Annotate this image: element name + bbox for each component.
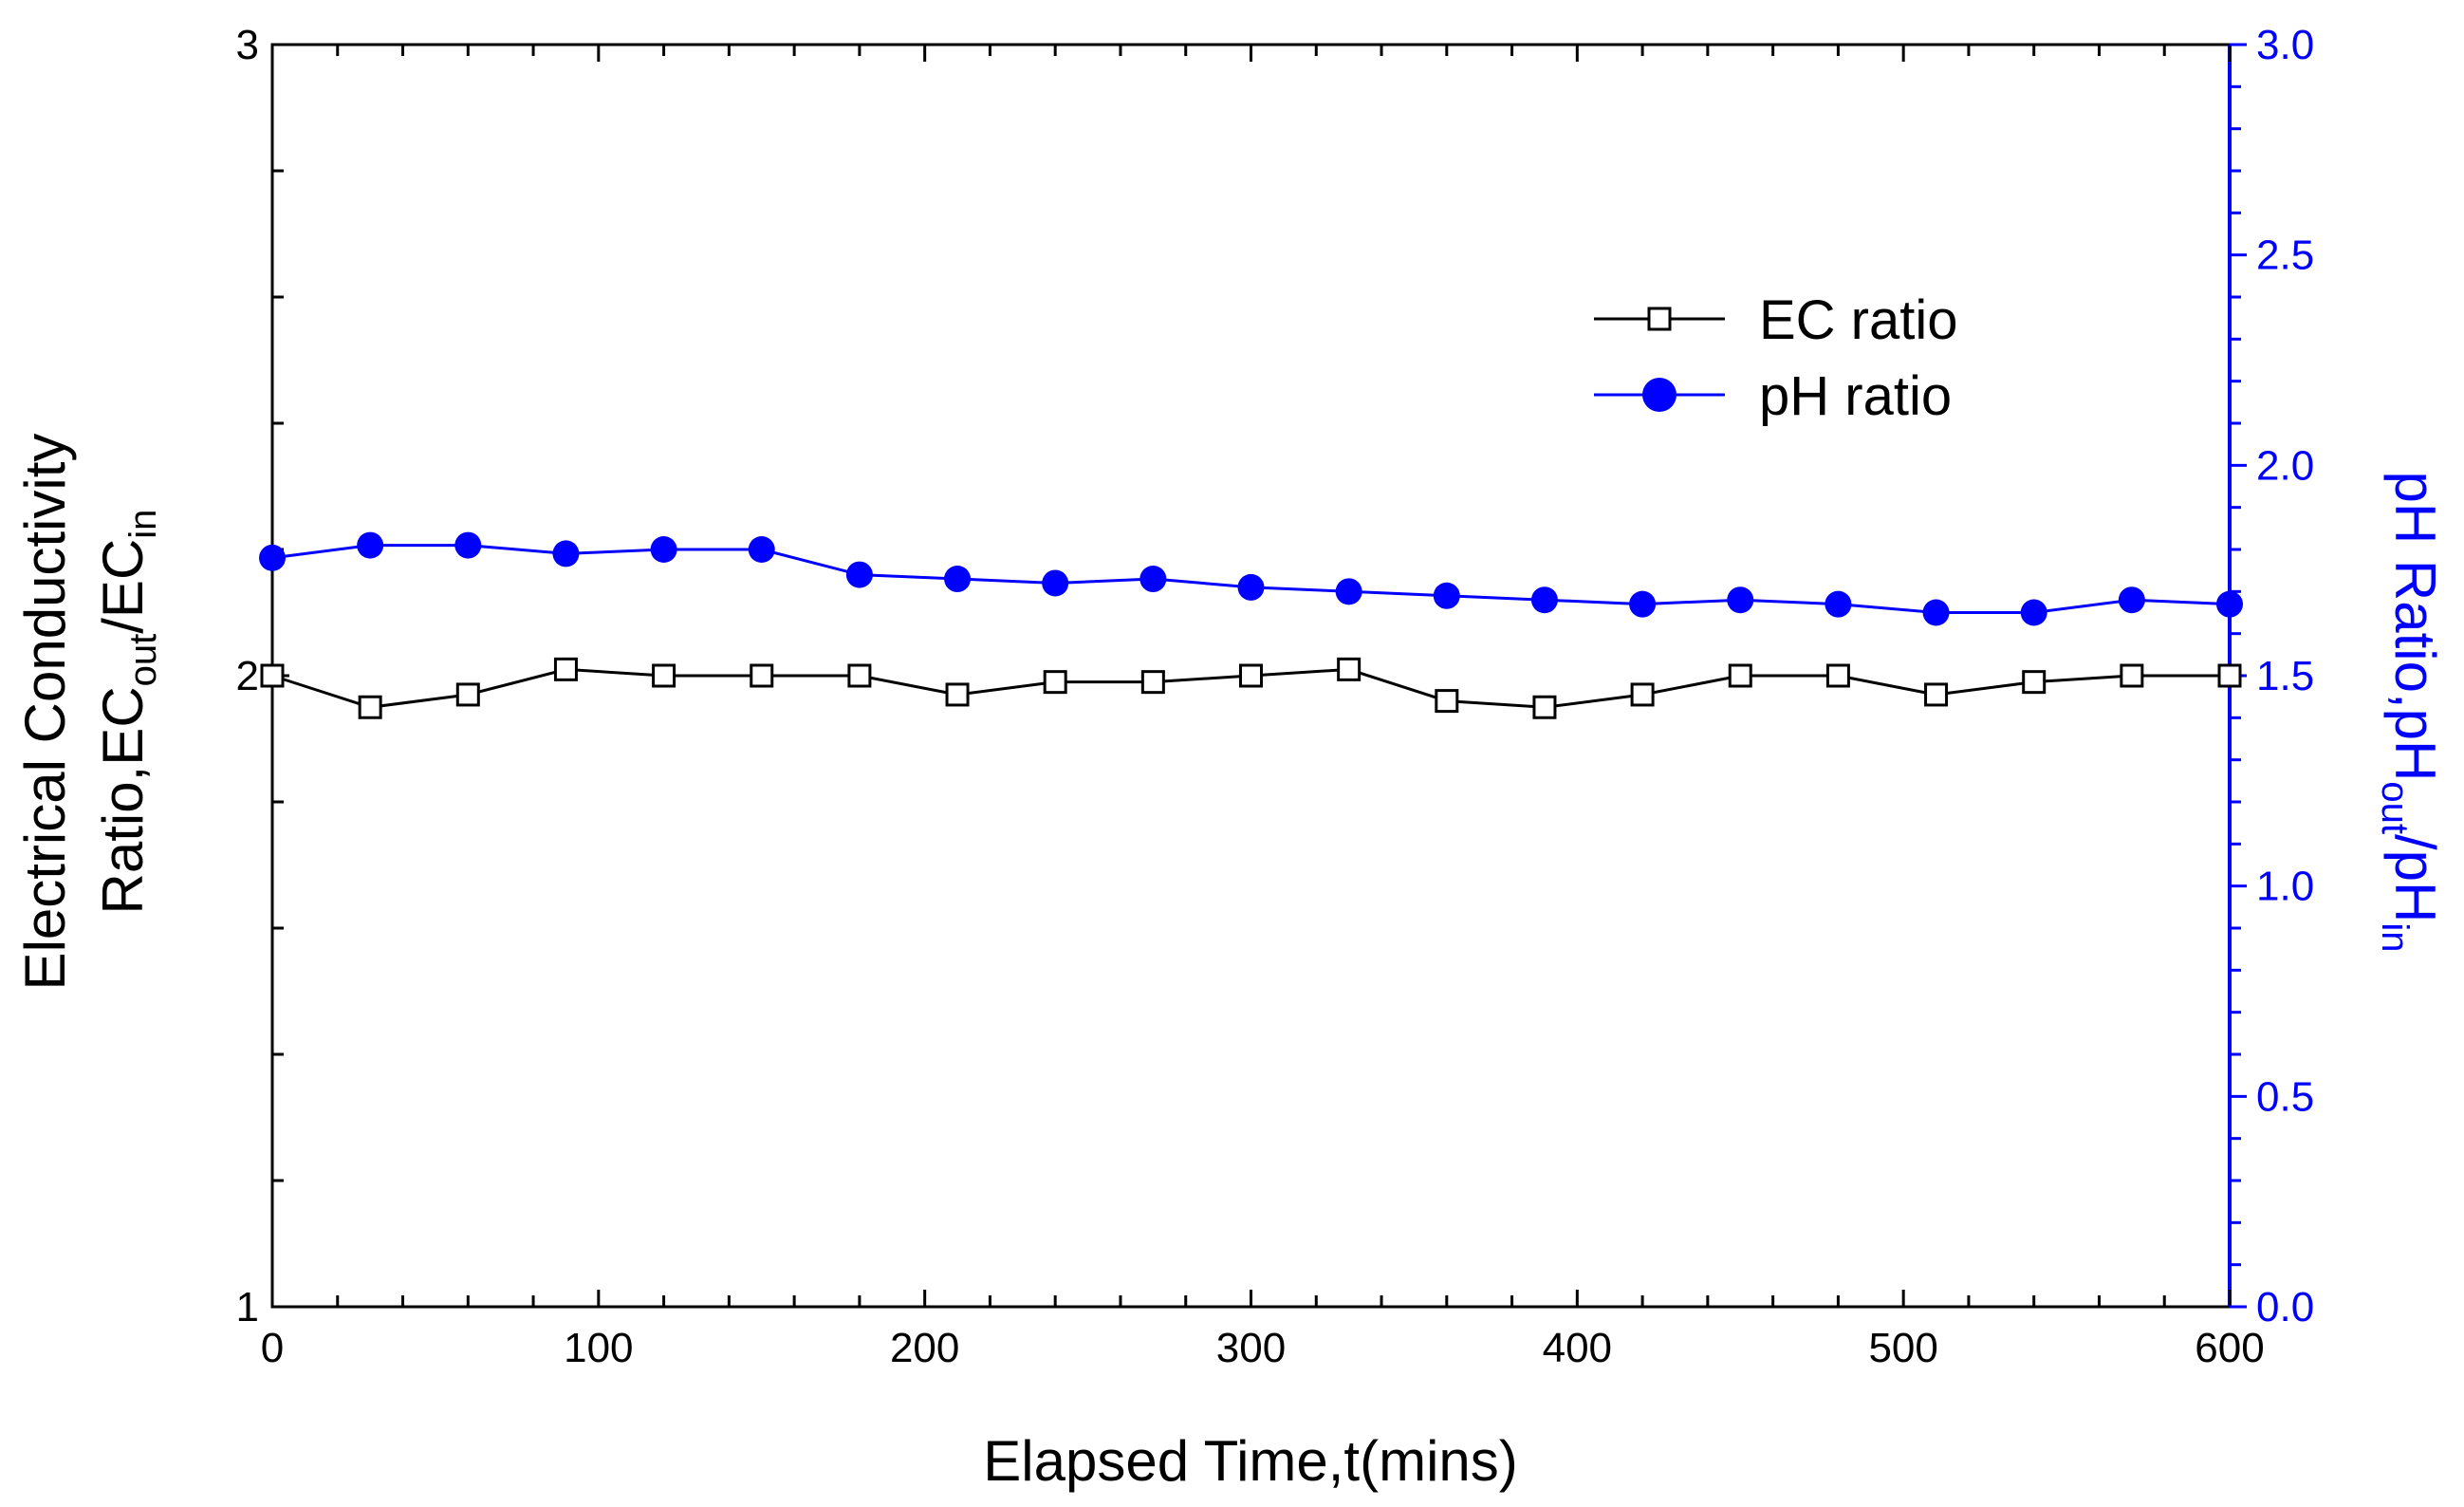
- ec-ratio-point: [750, 663, 774, 688]
- ec-ratio-point: [1924, 682, 1949, 707]
- ec-ratio-point: [1728, 663, 1752, 688]
- y-right-tick-label: 1.5: [2256, 653, 2314, 699]
- y-axis-left-title: Electrical Conductivity Ratio,ECout/ECin: [13, 434, 164, 991]
- ec-ratio-point: [1337, 657, 1362, 681]
- y-right-tick-label: 3.0: [2256, 22, 2314, 68]
- ph-ratio-point: [357, 531, 384, 559]
- ph-ratio-point: [552, 540, 580, 567]
- legend-ec-marker: [1647, 307, 1672, 331]
- y-axis-left-title-line1: Electrical Conductivity: [13, 434, 77, 991]
- x-tick-label: 0: [261, 1325, 284, 1371]
- ec-ratio-point: [1435, 689, 1459, 714]
- y-right-tick-label: 1.0: [2256, 864, 2314, 910]
- ph-ratio-point: [944, 566, 972, 593]
- x-tick-label: 200: [890, 1325, 959, 1371]
- ec-ratio-point: [2022, 670, 2047, 695]
- ph-ratio-point: [1922, 599, 1950, 626]
- ph-ratio-point: [1530, 586, 1558, 614]
- ph-ratio-point: [1727, 586, 1754, 614]
- ec-ratio-point: [1140, 670, 1165, 695]
- ec-ratio-point: [455, 682, 480, 707]
- ph-ratio-point: [1335, 578, 1362, 605]
- ec-ratio-point: [945, 682, 970, 707]
- ph-ratio-point: [1237, 573, 1265, 601]
- ph-ratio-point: [454, 531, 482, 559]
- ph-ratio-point: [2020, 599, 2047, 626]
- ec-ratio-point: [260, 663, 285, 688]
- ec-ratio-point: [1043, 670, 1067, 695]
- legend-ec-label: EC ratio: [1759, 289, 1958, 351]
- ec-ratio-point: [1825, 663, 1850, 688]
- x-tick-label: 500: [1868, 1325, 1937, 1371]
- ec-ratio-point: [2217, 663, 2242, 688]
- legend-ph-label: pH ratio: [1759, 365, 1952, 427]
- y-axis-right: 0.0 0.5 1.0 1.5 2.0 2.5 3.0: [2230, 22, 2314, 1330]
- ec-ratio-point: [1630, 682, 1655, 707]
- x-tick-label: 400: [1543, 1325, 1612, 1371]
- y-left-tick-label: 3: [236, 22, 259, 68]
- y-right-tick-label: 2.0: [2256, 442, 2314, 489]
- legend-ph-marker: [1642, 378, 1677, 412]
- y-axis-right-title-text: pH Ratio,pHout/pHin: [2374, 472, 2447, 953]
- y-right-tick-label: 0.5: [2256, 1073, 2314, 1120]
- ph-ratio-point: [1139, 566, 1167, 593]
- x-tick-label: 300: [1216, 1325, 1286, 1371]
- y-right-tick-label: 0.0: [2256, 1284, 2314, 1330]
- x-tick-label: 100: [564, 1325, 633, 1371]
- ph-ratio-point: [1042, 569, 1069, 597]
- ph-ratio-point: [2216, 590, 2243, 618]
- ph-ratio-point: [259, 544, 286, 571]
- y-axis-left-title-line2: Ratio,ECout/ECin: [91, 510, 164, 915]
- x-tick-label: 600: [2195, 1325, 2264, 1371]
- y-left-tick-label: 1: [236, 1284, 259, 1330]
- x-axis: 0 100 200 300 400 500 600: [261, 45, 2265, 1371]
- ph-ratio-point: [1433, 582, 1460, 609]
- ec-ratio-point: [1532, 695, 1557, 719]
- ph-ratio-point: [650, 536, 677, 563]
- ph-ratio-point: [2118, 586, 2145, 614]
- y-axis-right-title: pH Ratio,pHout/pHin: [2374, 472, 2447, 953]
- ph-ratio-point: [748, 536, 775, 563]
- ph-ratio-point: [1825, 590, 1852, 618]
- ph-ratio-point: [845, 561, 873, 588]
- legend: EC ratio pH ratio: [1594, 289, 1958, 427]
- y-right-tick-label: 2.5: [2256, 233, 2314, 279]
- ec-ratio-point: [358, 695, 382, 719]
- ph-ratio-point: [1629, 590, 1657, 618]
- ec-ratio-point: [652, 663, 676, 688]
- series-layer: [259, 531, 2243, 719]
- x-axis-title: Elapsed Time,t(mins): [983, 1429, 1518, 1493]
- ec-ratio-point: [2120, 663, 2144, 688]
- ec-ratio-point: [553, 657, 578, 681]
- y-left-tick-label: 2: [236, 653, 259, 699]
- ec-ratio-point: [1239, 663, 1263, 688]
- y-axis-left: 1 2 3: [236, 22, 289, 1330]
- ec-ratio-point: [847, 663, 872, 688]
